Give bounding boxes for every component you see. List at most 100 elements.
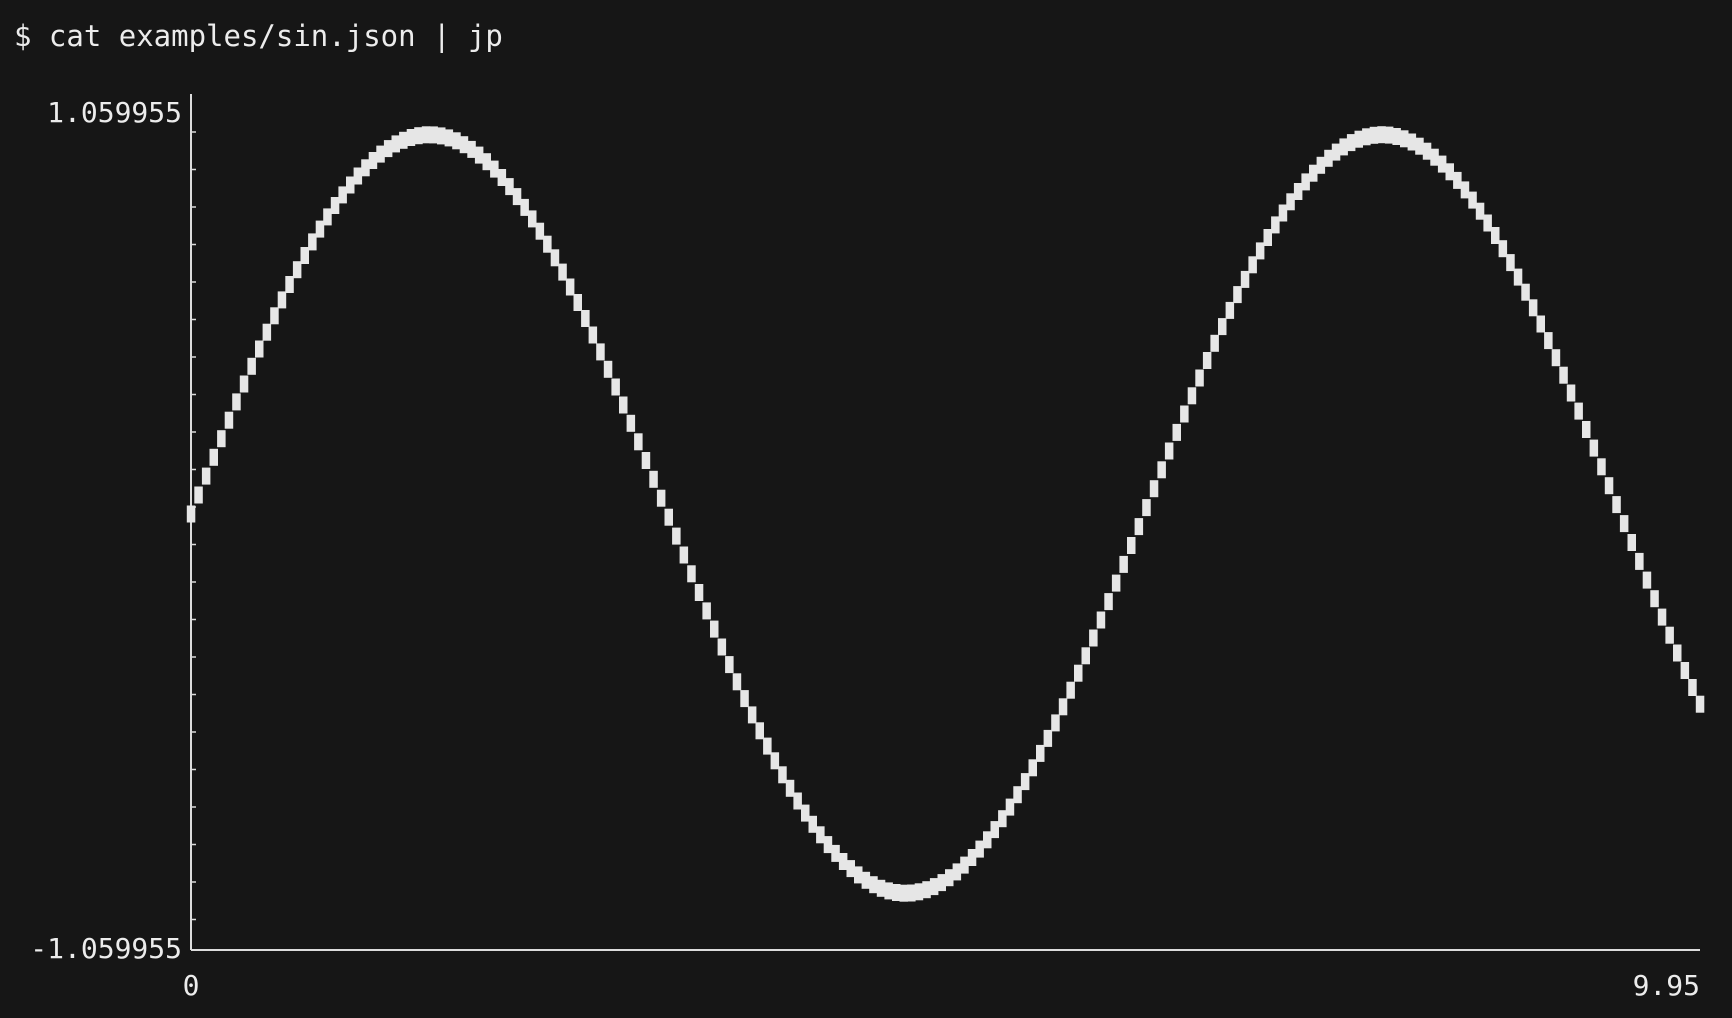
data-point	[1377, 126, 1386, 144]
data-point	[1339, 138, 1348, 156]
command-prompt: $ cat examples/sin.json | jp	[14, 19, 503, 53]
data-point	[1331, 143, 1341, 161]
data-point	[1301, 173, 1310, 191]
data-point	[292, 261, 302, 279]
data-point	[1422, 142, 1432, 160]
data-point	[899, 884, 908, 902]
data-point	[793, 792, 802, 810]
data-point	[664, 508, 673, 526]
data-point	[1240, 270, 1250, 288]
data-point	[1544, 332, 1553, 350]
data-point	[1445, 163, 1454, 181]
data-point	[1013, 786, 1022, 804]
data-point	[1309, 164, 1318, 182]
data-point	[1324, 149, 1333, 167]
data-point	[1293, 183, 1303, 200]
data-point	[232, 393, 241, 411]
data-point	[1157, 461, 1166, 479]
data-point	[846, 860, 855, 878]
data-point	[1468, 191, 1477, 209]
data-point	[543, 235, 552, 253]
data-point	[224, 411, 234, 429]
data-point	[983, 831, 992, 849]
data-point	[535, 222, 545, 240]
data-point	[1551, 349, 1561, 367]
data-point	[649, 470, 658, 488]
data-point	[512, 188, 522, 206]
data-point	[1642, 571, 1652, 589]
x-tick-label-max: 9.95	[1633, 969, 1700, 1002]
data-point	[1688, 679, 1697, 696]
data-point	[1430, 148, 1439, 166]
data-point	[596, 343, 605, 361]
data-point	[725, 656, 734, 674]
data-point	[277, 291, 287, 309]
data-point	[937, 874, 946, 892]
data-point	[1483, 214, 1492, 232]
data-point	[1574, 402, 1583, 420]
data-point	[884, 882, 893, 900]
data-point	[861, 871, 871, 889]
data-point	[1384, 126, 1394, 144]
data-point	[209, 448, 218, 466]
data-point	[247, 357, 256, 375]
y-tick-label-min: -1.059955	[30, 932, 182, 965]
data-point	[1263, 229, 1272, 246]
data-point	[1392, 128, 1401, 145]
data-point	[1415, 137, 1424, 155]
data-point	[270, 307, 279, 325]
data-point	[1528, 299, 1538, 317]
data-point	[778, 766, 787, 784]
data-point	[376, 145, 385, 163]
data-point	[1437, 155, 1447, 173]
data-point	[1271, 216, 1280, 234]
data-point	[1074, 664, 1083, 682]
data-point	[672, 527, 681, 545]
data-point	[330, 197, 340, 214]
data-point	[1597, 458, 1606, 476]
data-point	[1566, 384, 1576, 402]
data-point	[490, 160, 499, 178]
data-point	[952, 863, 962, 881]
data-point	[656, 489, 666, 507]
data-point	[702, 602, 711, 620]
data-point	[626, 414, 636, 432]
data-point	[383, 140, 393, 158]
data-point	[239, 375, 249, 393]
data-point	[1005, 798, 1015, 816]
data-point	[1286, 193, 1295, 211]
data-point	[588, 326, 598, 344]
data-point	[816, 826, 825, 844]
data-point	[1202, 352, 1212, 369]
data-point	[1066, 681, 1075, 699]
data-point	[482, 153, 491, 171]
data-point	[467, 140, 476, 158]
data-point	[201, 467, 211, 485]
data-point	[687, 565, 696, 583]
data-point	[1513, 268, 1523, 286]
data-point	[831, 844, 840, 862]
data-point	[1475, 202, 1485, 220]
data-point	[414, 127, 423, 145]
data-point	[717, 638, 727, 656]
data-point	[763, 737, 772, 755]
data-point	[611, 378, 620, 396]
data-point	[406, 129, 416, 146]
data-point	[1453, 171, 1462, 189]
data-point	[1134, 518, 1144, 536]
data-point	[558, 263, 567, 281]
data-point	[581, 310, 590, 327]
data-point	[740, 690, 749, 708]
data-point	[1058, 698, 1068, 716]
data-point	[854, 866, 863, 884]
data-point	[1233, 286, 1242, 304]
data-point	[361, 159, 370, 177]
data-point	[1248, 256, 1257, 274]
data-point	[967, 849, 977, 866]
data-point	[474, 146, 484, 164]
data-point	[960, 856, 969, 874]
data-point	[505, 178, 514, 196]
data-point	[1104, 593, 1113, 611]
data-point	[1180, 405, 1189, 423]
